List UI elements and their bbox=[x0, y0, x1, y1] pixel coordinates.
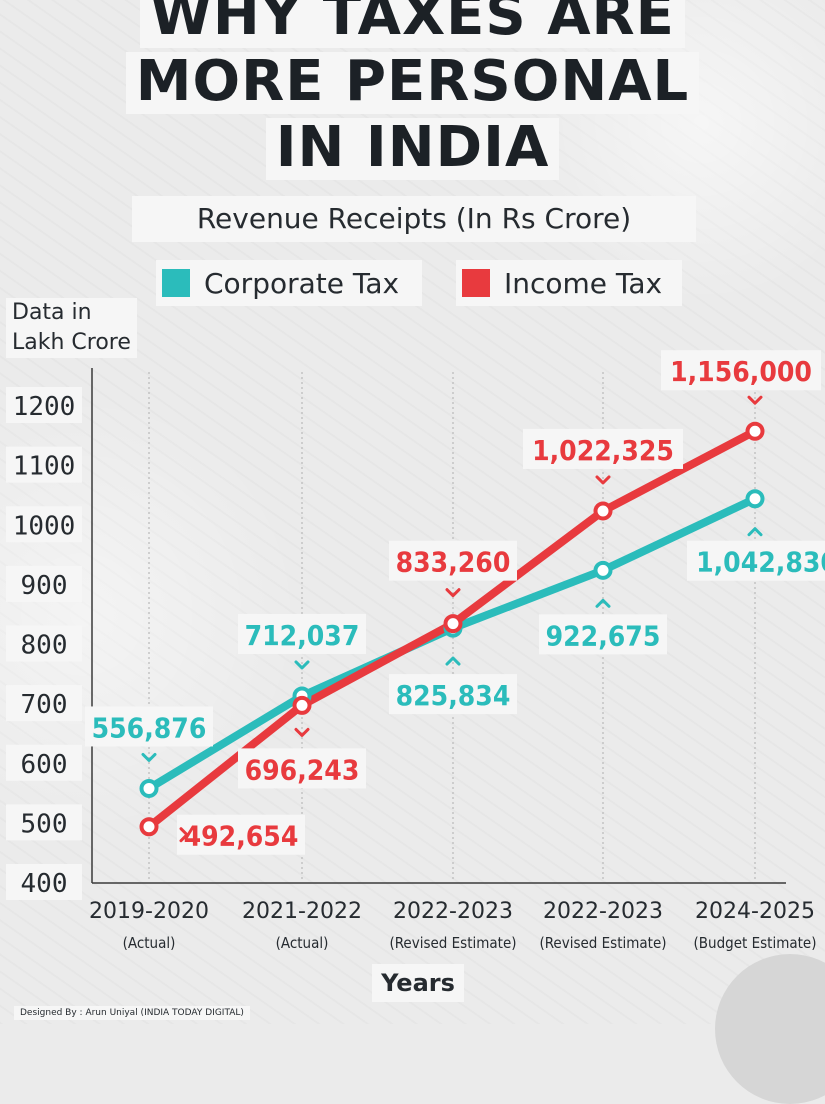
chart-title: Revenue Receipts (In Rs Crore) bbox=[132, 196, 696, 242]
corporate-point-3 bbox=[593, 560, 613, 580]
x-tick-label-3: 2022-2023 bbox=[543, 899, 663, 924]
income-data-label-3: 1,022,325 bbox=[532, 434, 674, 467]
legend-swatch-corporate bbox=[162, 269, 190, 297]
y-tick-bg-5 bbox=[6, 565, 82, 602]
income-label-bg-2 bbox=[389, 540, 517, 581]
corporate-label-bg-2 bbox=[389, 674, 517, 715]
corporate-data-label-1: 712,037 bbox=[245, 619, 360, 652]
y-tick-bg-3 bbox=[6, 685, 82, 722]
income-label-bg-4 bbox=[661, 350, 821, 391]
income-data-label-2: 833,260 bbox=[396, 546, 511, 579]
income-label-arrow-2 bbox=[445, 588, 461, 598]
x-tick-label-4: 2024-2025 bbox=[695, 899, 815, 924]
x-axis-title: Years bbox=[372, 964, 464, 1002]
income-data-label-4: 1,156,000 bbox=[670, 355, 812, 388]
corporate-label-arrow-4 bbox=[747, 527, 763, 537]
income-point-2 bbox=[443, 614, 463, 634]
line-chart: 400 500 600 700 800 900 1000 1100 1200 2019-2020 (… bbox=[6, 350, 825, 952]
x-tick-sublabel-0: (Actual) bbox=[123, 934, 176, 952]
y-tick-bg-1 bbox=[6, 804, 82, 841]
corporate-point-0 bbox=[139, 778, 159, 798]
y-tick-label-6: 1000 bbox=[13, 511, 76, 541]
income-data-label-1: 696,243 bbox=[245, 753, 360, 786]
corporate-label-arrow-2 bbox=[445, 656, 461, 666]
x-tick-sublabel-4: (Budget Estimate) bbox=[694, 934, 817, 952]
x-tick-sublabel-2: (Revised Estimate) bbox=[389, 934, 516, 952]
headline-line-3: IN INDIA bbox=[265, 118, 560, 180]
corporate-label-arrow-0 bbox=[141, 752, 157, 762]
corporate-label-arrow-3 bbox=[595, 598, 611, 608]
y-tick-label-4: 800 bbox=[21, 631, 68, 661]
income-point-0 bbox=[139, 817, 159, 837]
income-label-bg-0 bbox=[177, 814, 305, 855]
income-label-arrow-4 bbox=[747, 395, 763, 405]
income-data-label-0: 492,654 bbox=[184, 820, 299, 853]
income-point-3 bbox=[593, 501, 613, 521]
legend-label-corporate: Corporate Tax bbox=[204, 266, 400, 300]
y-tick-label-3: 700 bbox=[21, 690, 68, 720]
y-tick-label-7: 1100 bbox=[13, 452, 76, 482]
x-tick-sublabel-1: (Actual) bbox=[276, 934, 329, 952]
legend-item-income-tax: Income Tax bbox=[456, 260, 682, 306]
y-tick-label-5: 900 bbox=[21, 571, 68, 601]
y-axis-title: Data in Lakh Crore bbox=[6, 298, 137, 358]
income-label-arrow-1 bbox=[294, 727, 310, 737]
y-tick-bg-8 bbox=[6, 387, 82, 423]
income-label-arrow-3 bbox=[595, 475, 611, 485]
y-tick-bg-0 bbox=[6, 864, 82, 900]
income-label-bg-1 bbox=[238, 748, 366, 789]
corporate-label-bg-3 bbox=[539, 614, 667, 655]
corporate-label-bg-4 bbox=[687, 540, 825, 581]
corporate-label-arrow-1 bbox=[294, 660, 310, 670]
corporate-data-label-2: 825,834 bbox=[396, 679, 511, 712]
income-point-1 bbox=[292, 695, 312, 715]
y-tick-bg-6 bbox=[6, 506, 82, 543]
y-tick-label-2: 600 bbox=[21, 750, 68, 780]
legend-swatch-income bbox=[462, 269, 490, 297]
corporate-point-4 bbox=[745, 489, 765, 509]
income-label-arrow-0 bbox=[179, 827, 189, 843]
corporate-data-label-0: 556,876 bbox=[92, 711, 207, 744]
legend-item-corporate-tax: Corporate Tax bbox=[156, 260, 422, 306]
x-tick-sublabel-3: (Revised Estimate) bbox=[539, 934, 666, 952]
legend-label-income: Income Tax bbox=[504, 266, 663, 300]
corporate-label-bg-0 bbox=[85, 706, 213, 747]
income-label-bg-3 bbox=[523, 428, 683, 469]
y-tick-bg-7 bbox=[6, 446, 82, 483]
y-axis-title-line-2: Lakh Crore bbox=[12, 330, 131, 355]
credit-line: Designed By : Arun Uniyal (INDIA TODAY D… bbox=[14, 1006, 250, 1020]
headline-line-1: WHY TAXES ARE bbox=[140, 0, 685, 48]
y-axis-title-line-1: Data in bbox=[12, 300, 92, 325]
corporate-data-label-3: 922,675 bbox=[546, 619, 661, 652]
corporate-data-label-4: 1,042,830 bbox=[696, 546, 825, 579]
x-tick-label-0: 2019-2020 bbox=[89, 899, 209, 924]
income-point-4 bbox=[745, 421, 765, 441]
y-tick-bg-2 bbox=[6, 744, 82, 781]
corporate-label-bg-1 bbox=[238, 613, 366, 654]
y-tick-bg-4 bbox=[6, 625, 82, 662]
y-tick-label-8: 1200 bbox=[13, 392, 76, 422]
headline: WHY TAXES ARE MORE PERSONAL IN INDIA bbox=[0, 0, 825, 184]
y-tick-label-0: 400 bbox=[21, 869, 68, 899]
x-tick-label-1: 2021-2022 bbox=[242, 899, 362, 924]
y-tick-label-1: 500 bbox=[21, 809, 68, 839]
x-tick-label-2: 2022-2023 bbox=[393, 899, 513, 924]
headline-line-2: MORE PERSONAL bbox=[125, 52, 700, 114]
